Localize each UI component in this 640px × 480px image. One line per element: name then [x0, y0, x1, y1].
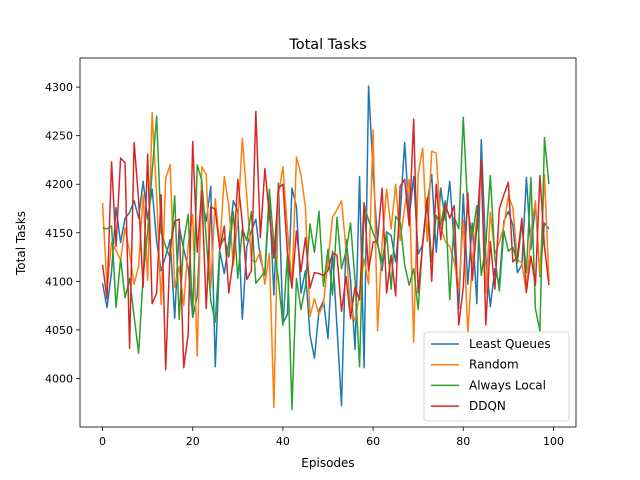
y-tick-label: 4100: [45, 275, 73, 288]
y-tick-label: 4200: [45, 178, 73, 191]
x-tick-label: 40: [276, 435, 290, 448]
y-tick-label: 4050: [45, 324, 73, 337]
y-tick-label: 4250: [45, 130, 73, 143]
legend-label-2: Always Local: [469, 378, 546, 392]
legend-label-0: Least Queues: [469, 337, 551, 351]
y-tick-label: 4000: [45, 372, 73, 385]
x-axis-ticks: 0 20 40 60 80 100: [99, 427, 564, 448]
series-lines: [101, 85, 550, 411]
x-tick-label: 0: [99, 435, 106, 448]
x-tick-label: 20: [186, 435, 200, 448]
y-axis-ticks: 4000 4050 4100 4150 4200 4250 4300: [45, 81, 80, 385]
chart-title: Total Tasks: [288, 37, 366, 53]
y-tick-label: 4300: [45, 81, 73, 94]
x-tick-label: 100: [543, 435, 564, 448]
y-axis-label: Total Tasks: [14, 211, 28, 276]
series-line-3: [101, 110, 550, 371]
plot-area-frame: [79, 57, 577, 428]
legend-label-1: Random: [469, 358, 519, 372]
legend: Least Queues Random Always Local DDQN: [423, 331, 570, 422]
legend-label-3: DDQN: [469, 399, 506, 413]
y-tick-label: 4150: [45, 227, 73, 240]
series-line-2: [102, 115, 550, 411]
legend-box: [423, 331, 570, 422]
x-tick-label: 80: [456, 435, 470, 448]
x-axis-label: Episodes: [301, 456, 354, 470]
x-tick-label: 60: [366, 435, 380, 448]
